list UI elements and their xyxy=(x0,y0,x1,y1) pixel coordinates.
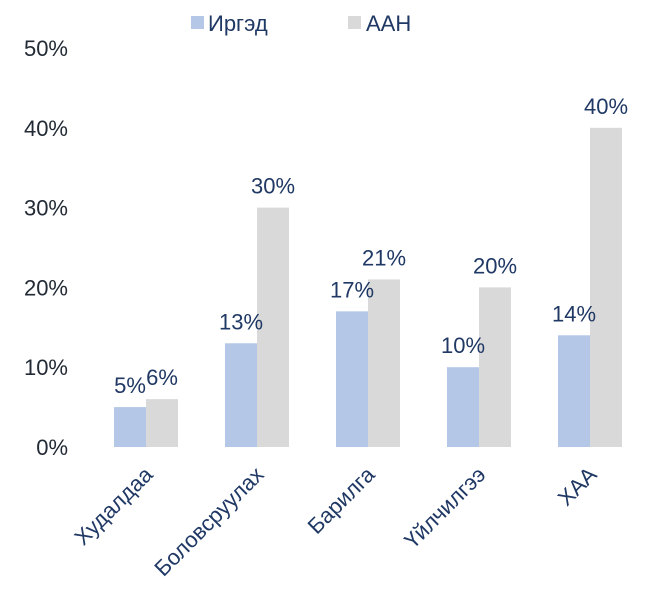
legend-swatch-irged xyxy=(191,16,204,29)
x-category-label: Үйлчилгээ xyxy=(399,462,490,553)
y-tick-label: 10% xyxy=(24,355,68,380)
bar-irged xyxy=(447,367,479,447)
bars xyxy=(114,127,622,448)
y-tick-label: 0% xyxy=(36,435,68,460)
y-tick-label: 20% xyxy=(24,275,68,300)
y-tick-label: 30% xyxy=(24,196,68,221)
bar-irged xyxy=(114,407,146,447)
y-tick-label: 40% xyxy=(24,116,68,141)
legend-label-aan: ААН xyxy=(366,11,411,36)
data-label: 17% xyxy=(330,277,374,302)
bar-aan xyxy=(590,127,622,448)
bar-aan xyxy=(479,287,511,447)
data-label: 14% xyxy=(552,301,596,326)
data-label: 13% xyxy=(219,309,263,334)
bar-aan xyxy=(257,207,289,447)
x-category-label: Худалдаа xyxy=(69,461,158,550)
bar-irged xyxy=(225,343,257,447)
x-category-label: Боловсруулах xyxy=(149,462,268,581)
chart-legend: Иргэд ААН xyxy=(191,11,411,36)
legend-swatch-aan xyxy=(348,16,361,29)
data-label: 6% xyxy=(146,365,178,390)
x-category-label: ХАА xyxy=(553,462,602,511)
bar-irged xyxy=(336,311,368,447)
bar-irged xyxy=(558,335,590,447)
y-tick-label: 50% xyxy=(24,36,68,61)
data-label: 5% xyxy=(114,373,146,398)
data-labels: 5% 6% 13% 30% 17% 21% 10% 20% 14% 40% xyxy=(114,94,628,398)
data-label: 30% xyxy=(251,174,295,199)
data-label: 10% xyxy=(441,333,485,358)
data-label: 40% xyxy=(584,94,628,119)
bar-aan xyxy=(146,399,178,447)
legend-label-irged: Иргэд xyxy=(208,11,268,36)
x-category-label: Барилга xyxy=(303,461,380,538)
y-axis-tick-labels: 0% 10% 20% 30% 40% 50% xyxy=(24,36,68,460)
data-label: 21% xyxy=(362,245,406,270)
data-label: 20% xyxy=(473,253,517,278)
bar-aan xyxy=(368,279,400,447)
